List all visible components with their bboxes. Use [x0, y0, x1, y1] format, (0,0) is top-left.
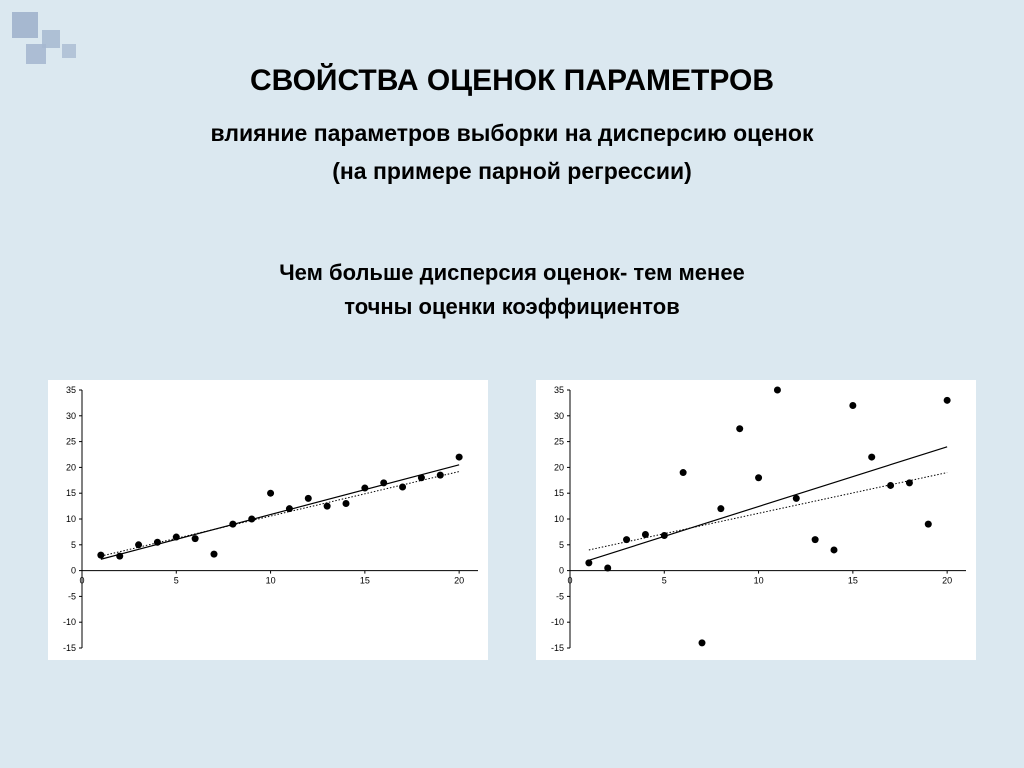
svg-text:-10: -10 — [551, 617, 564, 627]
svg-text:-15: -15 — [63, 643, 76, 653]
svg-text:35: 35 — [554, 385, 564, 395]
slide-subtitle-1: влияние параметров выборки на дисперсию … — [0, 120, 1024, 147]
svg-text:-5: -5 — [556, 591, 564, 601]
svg-text:10: 10 — [754, 576, 764, 586]
svg-text:-15: -15 — [551, 643, 564, 653]
svg-text:0: 0 — [71, 566, 76, 576]
body-line-2: точны оценки коэффициентов — [0, 294, 1024, 320]
svg-text:0: 0 — [79, 576, 84, 586]
scatter-chart-low-variance: -15-10-50510152025303505101520 — [48, 380, 488, 660]
slide-title: СВОЙСТВА ОЦЕНОК ПАРАМЕТРОВ — [0, 64, 1024, 98]
svg-text:20: 20 — [942, 576, 952, 586]
scatter-chart-high-variance: -15-10-50510152025303505101520 — [536, 380, 976, 660]
corner-decoration — [12, 12, 122, 72]
svg-text:15: 15 — [848, 576, 858, 586]
svg-text:10: 10 — [266, 576, 276, 586]
svg-text:-10: -10 — [63, 617, 76, 627]
charts-row: -15-10-50510152025303505101520 -15-10-50… — [48, 380, 976, 660]
svg-text:20: 20 — [66, 462, 76, 472]
svg-text:0: 0 — [567, 576, 572, 586]
svg-text:15: 15 — [360, 576, 370, 586]
slide: СВОЙСТВА ОЦЕНОК ПАРАМЕТРОВ влияние парам… — [0, 0, 1024, 768]
svg-text:15: 15 — [554, 488, 564, 498]
svg-text:25: 25 — [66, 437, 76, 447]
svg-text:20: 20 — [554, 462, 564, 472]
svg-text:-5: -5 — [68, 591, 76, 601]
svg-text:30: 30 — [66, 411, 76, 421]
svg-text:10: 10 — [554, 514, 564, 524]
svg-text:5: 5 — [71, 540, 76, 550]
svg-text:30: 30 — [554, 411, 564, 421]
svg-text:10: 10 — [66, 514, 76, 524]
svg-text:15: 15 — [66, 488, 76, 498]
svg-text:5: 5 — [559, 540, 564, 550]
svg-text:35: 35 — [66, 385, 76, 395]
svg-text:5: 5 — [174, 576, 179, 586]
svg-text:5: 5 — [662, 576, 667, 586]
svg-text:20: 20 — [454, 576, 464, 586]
svg-text:0: 0 — [559, 566, 564, 576]
body-line-1: Чем больше дисперсия оценок- тем менее — [0, 260, 1024, 286]
svg-text:25: 25 — [554, 437, 564, 447]
slide-subtitle-2: (на примере парной регрессии) — [0, 158, 1024, 185]
